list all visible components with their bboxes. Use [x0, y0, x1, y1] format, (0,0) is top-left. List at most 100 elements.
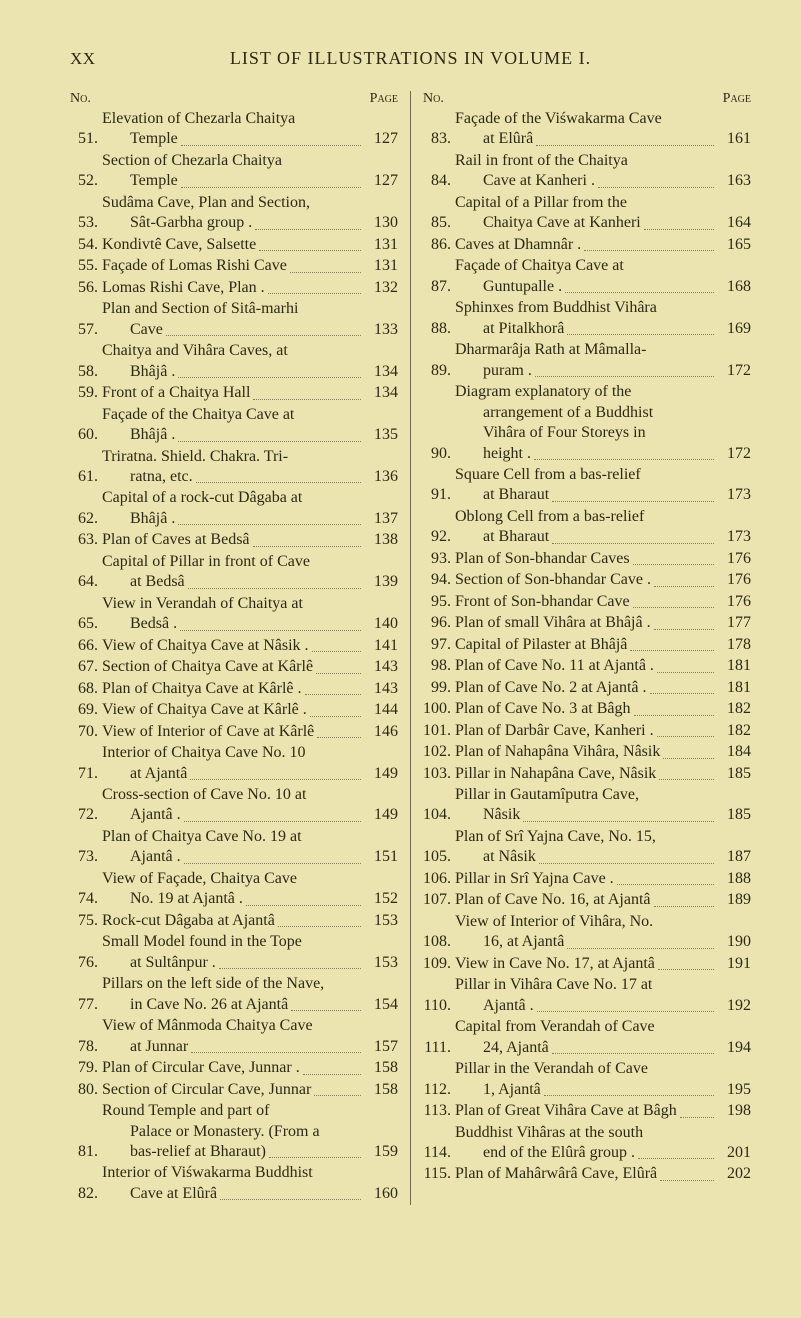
entry-last-text: Plan of Circular Cave, Junnar . [102, 1058, 300, 1078]
entry-text: Kondivtê Cave, Salsette [102, 235, 364, 255]
entry-line: Façade of the Chaitya Cave at [102, 405, 364, 425]
entry-last-line: ratna, etc. [102, 467, 364, 487]
list-item: 70.View of Interior of Cave at Kârlê146 [70, 722, 398, 742]
entry-number: 55. [70, 256, 102, 276]
entry-number: 98. [423, 656, 455, 676]
entry-line: Plan of Srî Yajna Cave, No. 15, [455, 827, 717, 847]
list-item: 52.Section of Chezarla ChaityaTemple127 [70, 151, 398, 192]
entry-number: 101. [423, 721, 455, 741]
entry-line: Plan and Section of Sitâ-marhi [102, 299, 364, 319]
entry-page: 144 [364, 700, 398, 720]
entry-last-text: Section of Son-bhandar Cave . [455, 570, 651, 590]
entry-last-line: at Pitalkhorâ [455, 319, 717, 339]
leader-dots [552, 543, 714, 544]
leader-dots [310, 716, 361, 717]
entry-line: Façade of the Viśwakarma Cave [455, 109, 717, 129]
list-item: 78.View of Mânmoda Chaitya Caveat Junnar… [70, 1016, 398, 1057]
entry-page: 130 [364, 213, 398, 233]
entry-last-line: Chaitya Cave at Kanheri [455, 213, 717, 233]
col-label-page: Page [370, 91, 398, 107]
entry-number: 113. [423, 1101, 455, 1121]
entry-text: Section of Son-bhandar Cave . [455, 570, 717, 590]
entry-last-text: View of Chaitya Cave at Nâsik . [102, 636, 309, 656]
leader-dots [680, 1117, 714, 1118]
entry-page: 176 [717, 549, 751, 569]
entry-text: Round Temple and part ofPalace or Monast… [102, 1101, 364, 1162]
entry-text: Façade of Chaitya Cave atGuntupalle . [455, 256, 717, 297]
entry-page: 185 [717, 805, 751, 825]
entry-last-line: View of Interior of Cave at Kârlê [102, 722, 364, 742]
entry-last-text: Section of Chaitya Cave at Kârlê [102, 657, 313, 677]
entry-text: View of Mânmoda Chaitya Caveat Junnar [102, 1016, 364, 1057]
entry-last-text: Bhâjâ . [130, 425, 175, 445]
entry-last-line: Plan of Cave No. 2 at Ajantâ . [455, 678, 717, 698]
leader-dots [552, 501, 714, 502]
entry-text: Plan of Darbâr Cave, Kanheri . [455, 721, 717, 741]
entry-number: 59. [70, 383, 102, 403]
entry-text: Pillar in the Verandah of Cave1, Ajantâ [455, 1059, 717, 1100]
entry-line: Rail in front of the Chaitya [455, 151, 717, 171]
entry-page: 149 [364, 764, 398, 784]
entry-page: 135 [364, 425, 398, 445]
entry-page: 151 [364, 847, 398, 867]
entry-line: Plan of Chaitya Cave No. 19 at [102, 827, 364, 847]
leader-dots [633, 607, 714, 608]
entry-line: Pillar in Vihâra Cave No. 17 at [455, 975, 717, 995]
entry-page: 131 [364, 256, 398, 276]
entry-last-line: height . [455, 444, 717, 464]
entry-number: 93. [423, 549, 455, 569]
list-item: 113.Plan of Great Vihâra Cave at Bâgh198 [423, 1101, 751, 1121]
leader-dots [539, 863, 714, 864]
list-item: 115.Plan of Mahârwârâ Cave, Elûrâ202 [423, 1164, 751, 1184]
list-item: 103.Pillar in Nahapâna Cave, Nâsik185 [423, 764, 751, 784]
entry-text: Façade of the Viśwakarma Caveat Elûrâ [455, 109, 717, 150]
entry-last-line: at Bedsâ [102, 572, 364, 592]
entry-page: 132 [364, 278, 398, 298]
entry-text: Buddhist Vihâras at the southend of the … [455, 1123, 717, 1164]
entry-last-line: Plan of Circular Cave, Junnar . [102, 1058, 364, 1078]
entry-text: Sphinxes from Buddhist Vihâraat Pitalkho… [455, 298, 717, 339]
entry-number: 99. [423, 678, 455, 698]
entry-text: Rail in front of the ChaityaCave at Kanh… [455, 151, 717, 192]
entry-last-text: at Bharaut [483, 527, 549, 547]
entry-last-text: Front of a Chaitya Hall [102, 383, 250, 403]
list-item: 85.Capital of a Pillar from theChaitya C… [423, 193, 751, 234]
entry-page: 138 [364, 530, 398, 550]
entry-page: 190 [717, 932, 751, 952]
list-item: 101.Plan of Darbâr Cave, Kanheri .182 [423, 721, 751, 741]
entry-line: Small Model found in the Tope [102, 932, 364, 952]
entry-line: Dharmarâja Rath at Mâmalla- [455, 340, 717, 360]
list-item: 110.Pillar in Vihâra Cave No. 17 atAjant… [423, 975, 751, 1016]
entry-number: 61. [70, 467, 102, 487]
leader-dots [317, 737, 361, 738]
entry-page: 160 [364, 1184, 398, 1204]
entry-last-line: Plan of Mahârwârâ Cave, Elûrâ [455, 1164, 717, 1184]
entry-page: 165 [717, 235, 751, 255]
leader-dots [535, 376, 714, 377]
entry-last-text: Caves at Dhamnâr . [455, 235, 581, 255]
leader-dots [638, 1158, 714, 1159]
leader-dots [278, 926, 361, 927]
entry-last-text: in Cave No. 26 at Ajantâ [130, 995, 288, 1015]
list-item: 79.Plan of Circular Cave, Junnar .158 [70, 1058, 398, 1078]
entry-last-text: Sât-Garbha group . [130, 213, 252, 233]
leader-dots [630, 650, 714, 651]
entry-page: 177 [717, 613, 751, 633]
entry-page: 161 [717, 129, 751, 149]
entry-line: Vihâra of Four Storeys in [455, 423, 717, 443]
list-item: 86.Caves at Dhamnâr .165 [423, 235, 751, 255]
entry-number: 84. [423, 171, 455, 191]
entry-last-line: Cave [102, 320, 364, 340]
entry-line: arrangement of a Buddhist [455, 403, 717, 423]
entry-text: Pillar in Srî Yajna Cave . [455, 869, 717, 889]
leader-dots [181, 187, 361, 188]
list-item: 53.Sudâma Cave, Plan and Section,Sât-Gar… [70, 193, 398, 234]
leader-dots [552, 1053, 714, 1054]
entry-number: 73. [70, 847, 102, 867]
entry-page: 182 [717, 721, 751, 741]
entry-last-line: at Elûrâ [455, 129, 717, 149]
entry-page: 191 [717, 954, 751, 974]
list-item: 80.Section of Circular Cave, Junnar158 [70, 1080, 398, 1100]
entry-text: Plan and Section of Sitâ-marhiCave [102, 299, 364, 340]
entry-text: Capital of Pilaster at Bhâjâ [455, 635, 717, 655]
